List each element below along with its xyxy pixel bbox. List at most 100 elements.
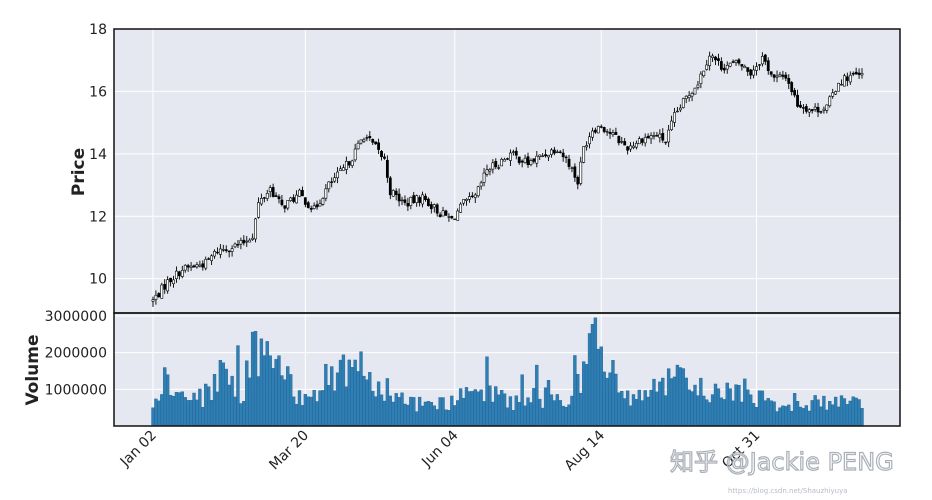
volume-bar [722, 399, 726, 427]
volume-bar [754, 407, 759, 427]
candle-body [538, 154, 542, 157]
volume-bar [520, 374, 524, 427]
candle-body [772, 74, 776, 78]
candle-body [418, 197, 422, 203]
volume-bar [807, 410, 811, 427]
volume-bar [746, 389, 750, 427]
volume-bar [502, 393, 507, 427]
candle-body [837, 82, 840, 92]
volume-bar [201, 407, 205, 427]
candle-body [570, 167, 574, 169]
candle-body [198, 264, 202, 267]
x-tick-label: Jun 04 [418, 427, 461, 470]
volume-bar [684, 377, 688, 427]
volume-bar [356, 371, 360, 427]
candle-body [517, 156, 521, 163]
candle-body [327, 181, 331, 190]
candle-body [242, 239, 246, 244]
candle-body [476, 186, 480, 197]
candle-body [289, 197, 293, 201]
price-panel-background [114, 29, 900, 313]
candle-body [262, 197, 266, 199]
candle-body [160, 284, 164, 299]
volume-bar [171, 396, 176, 427]
candle-body [843, 75, 846, 87]
candle-body [541, 155, 545, 157]
candle-body [857, 72, 861, 75]
candle-body [503, 159, 506, 162]
candle-body [271, 187, 275, 197]
volume-bar [297, 390, 302, 427]
candle-body [851, 73, 855, 75]
x-tick-label: Jan 02 [117, 428, 160, 471]
volume-bar [450, 395, 454, 427]
volume-bar [400, 392, 404, 427]
volume-bar [795, 401, 800, 427]
volume-bar [540, 407, 545, 427]
candle-body [183, 264, 187, 271]
volume-bar [242, 401, 246, 427]
candle-body [696, 84, 700, 88]
candle-body [550, 149, 553, 155]
volume-bar [456, 400, 460, 427]
volume-bar [801, 408, 806, 427]
candle-body [210, 255, 213, 261]
price-candles [151, 51, 864, 307]
volume-bar [649, 389, 653, 427]
volume-bar [470, 391, 475, 427]
volume-bar [151, 407, 155, 427]
candle-body [731, 61, 735, 63]
volume-bar [168, 394, 173, 427]
volume-bar [268, 355, 272, 427]
volume-bar [646, 396, 650, 427]
volume-bar [324, 363, 328, 427]
candle-body [189, 265, 193, 268]
volume-bar [860, 408, 864, 427]
volume-bar [810, 400, 814, 427]
volume-bar [526, 397, 530, 427]
candle-body [564, 156, 568, 159]
volume-bar [499, 389, 504, 427]
candle-body [582, 146, 586, 163]
candle-body [752, 69, 755, 76]
volume-bar [215, 391, 220, 427]
volume-bar [514, 395, 518, 427]
candle-body [714, 56, 717, 61]
volume-bar [274, 359, 278, 427]
candle-body [274, 195, 278, 197]
volume-bar [461, 397, 466, 427]
volume-bar [180, 391, 184, 427]
candle-body [365, 137, 369, 139]
candle-body [755, 66, 758, 71]
volume-bar [605, 377, 609, 427]
candle-body [520, 160, 524, 163]
candle-body [728, 62, 732, 67]
candle-body [722, 67, 726, 71]
candle-body [810, 109, 814, 112]
candle-body [257, 202, 260, 218]
volume-bar [394, 393, 398, 427]
candle-body [207, 258, 211, 260]
candle-body [169, 277, 172, 283]
candle-body [552, 149, 556, 154]
volume-bar [391, 401, 395, 427]
volume-bar [564, 406, 568, 427]
volume-bar [707, 402, 712, 427]
volume-bar [576, 374, 580, 427]
volume-bar [415, 411, 419, 427]
volume-bar [444, 409, 448, 427]
volume-bar [710, 394, 715, 427]
candle-body [737, 59, 741, 64]
candle-body [719, 61, 723, 70]
volume-panel-frame [113, 312, 901, 427]
candle-body [409, 197, 413, 206]
volume-bar [341, 354, 346, 427]
candle-body [456, 210, 460, 221]
volume-bar [382, 400, 387, 427]
volume-bar [549, 394, 554, 427]
candle-body [670, 120, 673, 131]
volume-bar [330, 366, 334, 427]
candle-body [432, 204, 436, 208]
candle-body [506, 158, 509, 160]
price-tick-label: 18 [89, 22, 107, 38]
